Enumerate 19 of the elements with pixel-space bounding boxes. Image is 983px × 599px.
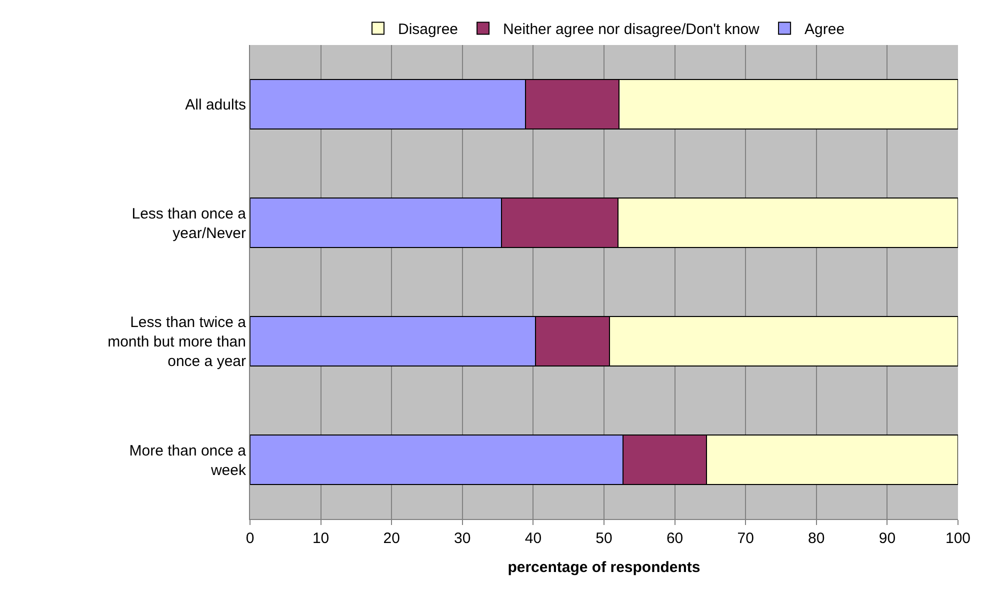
x-tick-label: 60	[666, 530, 684, 547]
x-tick-label: 100	[945, 530, 971, 547]
x-tick-label: 90	[878, 530, 896, 547]
x-tick-label: 70	[737, 530, 754, 547]
x-tick-label: 50	[596, 530, 612, 547]
x-tick-label: 20	[383, 530, 400, 547]
x-tick-label: 40	[524, 530, 542, 547]
x-tick-label: 80	[808, 530, 825, 547]
legend-label: Neither agree nor disagree/Don't know	[503, 21, 760, 38]
x-axis-title: percentage of respondents	[508, 559, 700, 576]
y-tick-label: All adults	[185, 96, 246, 114]
legend-label: Agree	[804, 21, 845, 38]
x-tick-label: 30	[454, 530, 471, 547]
x-tick-label: 0	[246, 530, 254, 547]
x-tick-label: 10	[312, 530, 330, 547]
y-tick-label: Less than twice a month but more than once a year	[108, 314, 247, 370]
y-tick-label: Less than once a year/Never	[132, 205, 247, 242]
y-tick-label: More than once a week	[129, 442, 247, 479]
legend-label: Disagree	[398, 21, 458, 38]
